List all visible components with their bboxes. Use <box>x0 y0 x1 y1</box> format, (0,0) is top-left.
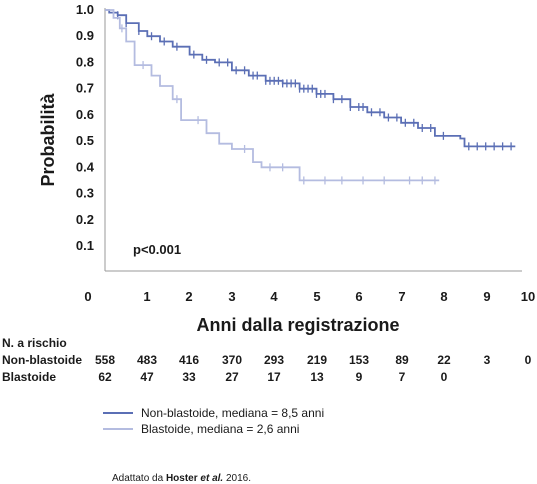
risk-value: 0 <box>525 353 532 367</box>
y-tick-label: 0.6 <box>76 107 94 122</box>
series-blastoide <box>105 9 440 185</box>
x-tick-label: 2 <box>185 289 192 304</box>
series-layer <box>105 9 516 185</box>
y-tick-label: 0.1 <box>76 238 94 253</box>
x-tick-label: 9 <box>483 289 490 304</box>
risk-value: 293 <box>264 353 284 367</box>
x-tick-label: 7 <box>398 289 405 304</box>
y-tick-label: 0.8 <box>76 54 94 69</box>
x-tick-label: 0 <box>84 289 91 304</box>
risk-value: 558 <box>95 353 115 367</box>
risk-value: 89 <box>395 353 409 367</box>
x-tick-label: 1 <box>143 289 150 304</box>
p-value-annotation: p<0.001 <box>133 242 181 257</box>
risk-value: 219 <box>307 353 327 367</box>
risk-value: 7 <box>399 370 406 384</box>
risk-value: 0 <box>441 370 448 384</box>
risk-table-title: N. a rischio <box>2 336 67 350</box>
legend-label-non-blastoide: Non-blastoide, mediana = 8,5 anni <box>141 406 324 420</box>
x-tick-label: 6 <box>355 289 362 304</box>
risk-row-label-blastoide: Blastoide <box>2 370 56 384</box>
y-tick-label: 0.5 <box>76 133 94 148</box>
series-line <box>105 9 516 148</box>
x-tick-label: 5 <box>313 289 320 304</box>
risk-value: 17 <box>267 370 281 384</box>
risk-value: 9 <box>356 370 363 384</box>
x-tick-label: 10 <box>521 289 535 304</box>
x-tick-label: 4 <box>270 289 278 304</box>
risk-value: 3 <box>484 353 491 367</box>
x-tick-label: 3 <box>228 289 235 304</box>
y-tick-label: 0.2 <box>76 212 94 227</box>
y-tick-label: 1.0 <box>76 2 94 17</box>
risk-value: 13 <box>310 370 324 384</box>
legend-label-blastoide: Blastoide, mediana = 2,6 anni <box>141 422 299 436</box>
y-tick-label: 0.4 <box>76 159 95 174</box>
series-line <box>105 9 440 182</box>
y-axis-label: Probabilità <box>38 93 58 187</box>
y-tick-labels: 0.1 0.2 0.3 0.4 0.5 0.6 0.7 0.8 0.9 1.0 <box>76 2 95 253</box>
risk-value: 153 <box>349 353 369 367</box>
series-non-blastoide <box>105 9 516 151</box>
x-tick-label: 8 <box>440 289 447 304</box>
risk-table-values: 558 483 416 370 293 219 153 89 22 3 0 62 47 33 27 17 13 9… <box>95 353 532 384</box>
footnote: Adattato da Hoster et al. 2016. <box>112 473 251 484</box>
risk-value: 47 <box>140 370 154 384</box>
risk-value: 483 <box>137 353 157 367</box>
risk-value: 22 <box>437 353 451 367</box>
x-tick-labels: 0 1 2 3 4 5 6 7 8 9 10 <box>84 289 535 304</box>
y-tick-label: 0.3 <box>76 186 94 201</box>
risk-row-label-non-blastoide: Non-blastoide <box>2 353 82 367</box>
risk-value: 27 <box>225 370 239 384</box>
risk-value: 33 <box>182 370 196 384</box>
y-tick-label: 0.7 <box>76 81 94 96</box>
y-tick-label: 0.9 <box>76 28 94 43</box>
risk-value: 370 <box>222 353 242 367</box>
risk-value: 416 <box>179 353 199 367</box>
risk-value: 62 <box>98 370 112 384</box>
x-axis-label: Anni dalla registrazione <box>196 315 399 335</box>
